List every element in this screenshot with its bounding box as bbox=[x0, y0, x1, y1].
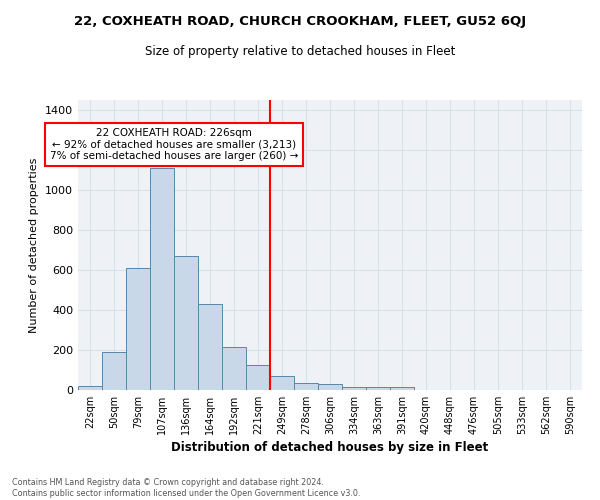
Text: 22, COXHEATH ROAD, CHURCH CROOKHAM, FLEET, GU52 6QJ: 22, COXHEATH ROAD, CHURCH CROOKHAM, FLEE… bbox=[74, 15, 526, 28]
Bar bbox=[222, 347, 246, 390]
Bar bbox=[198, 304, 222, 390]
Bar bbox=[126, 268, 150, 390]
Bar bbox=[246, 365, 270, 390]
Bar bbox=[366, 388, 390, 390]
Bar bbox=[294, 383, 318, 390]
Bar bbox=[390, 388, 414, 390]
Text: 22 COXHEATH ROAD: 226sqm
← 92% of detached houses are smaller (3,213)
7% of semi: 22 COXHEATH ROAD: 226sqm ← 92% of detach… bbox=[50, 128, 298, 161]
Bar bbox=[150, 168, 174, 390]
Bar bbox=[342, 387, 366, 390]
Bar bbox=[174, 256, 198, 390]
X-axis label: Distribution of detached houses by size in Fleet: Distribution of detached houses by size … bbox=[172, 441, 488, 454]
Bar bbox=[270, 376, 294, 390]
Text: Contains HM Land Registry data © Crown copyright and database right 2024.
Contai: Contains HM Land Registry data © Crown c… bbox=[12, 478, 361, 498]
Bar bbox=[318, 384, 342, 390]
Y-axis label: Number of detached properties: Number of detached properties bbox=[29, 158, 40, 332]
Bar bbox=[78, 386, 102, 390]
Bar bbox=[102, 352, 126, 390]
Text: Size of property relative to detached houses in Fleet: Size of property relative to detached ho… bbox=[145, 45, 455, 58]
